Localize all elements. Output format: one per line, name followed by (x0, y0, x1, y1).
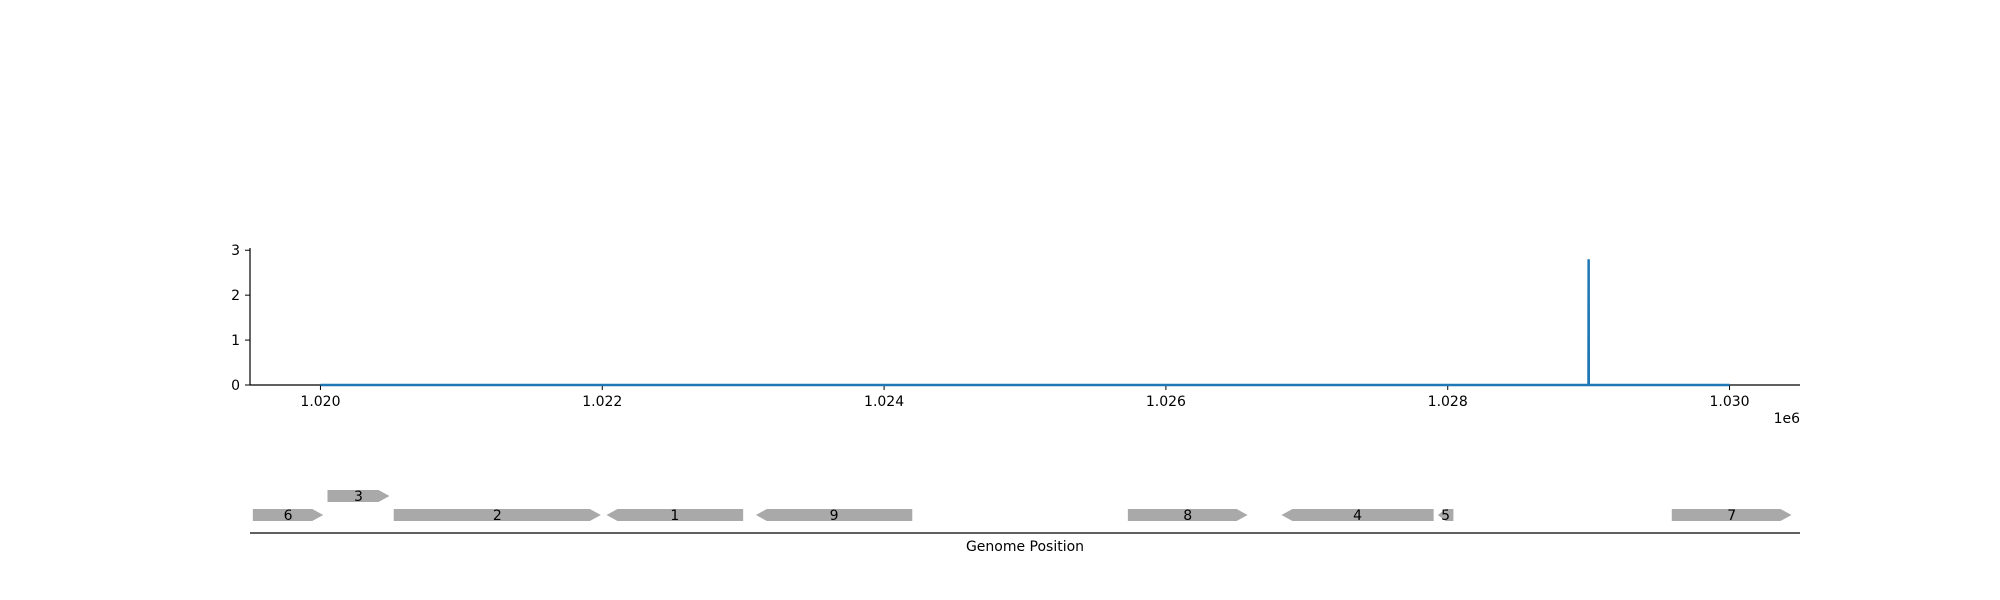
gene-label: 9 (830, 508, 839, 524)
gene-feature (327, 490, 390, 502)
gene-feature (1671, 509, 1792, 521)
y-tick-label: 3 (231, 243, 240, 259)
gene-label: 8 (1183, 508, 1192, 524)
gene-label: 6 (284, 508, 293, 524)
x-tick-label: 1.020 (300, 394, 340, 410)
coverage-plot: 0 1 2 3 1.020 1.022 1.024 1.026 1.028 1.030 1e6 (231, 243, 1800, 427)
y-ticks: 0 1 2 3 (231, 243, 250, 394)
gene-label: 5 (1441, 508, 1450, 524)
y-tick-label: 1 (231, 333, 240, 349)
gene-feature (1437, 509, 1454, 521)
gene-feature (1281, 509, 1434, 521)
gene-track: 6 3 2 1 9 8 4 5 7 Genome Position (250, 489, 1800, 555)
gene-feature (606, 509, 744, 521)
gene-feature (1127, 509, 1248, 521)
gene-feature (393, 509, 601, 521)
gene-feature (755, 509, 913, 521)
x-tick-label: 1.024 (864, 394, 904, 410)
gene-label: 2 (493, 508, 502, 524)
gene-label: 4 (1353, 508, 1362, 524)
gene-label: 1 (670, 508, 679, 524)
x-tick-label: 1.022 (582, 394, 622, 410)
x-offset-label: 1e6 (1774, 411, 1801, 427)
gene-label: 7 (1727, 508, 1736, 524)
x-tick-label: 1.028 (1428, 394, 1468, 410)
gene-feature (252, 509, 324, 521)
genome-position-label: Genome Position (966, 539, 1084, 555)
gene-features: 6 3 2 1 9 8 4 5 7 (252, 489, 1792, 524)
y-tick-label: 0 (231, 378, 240, 394)
x-ticks: 1.020 1.022 1.024 1.026 1.028 1.030 (300, 385, 1750, 410)
gene-label: 3 (354, 489, 363, 505)
y-tick-label: 2 (231, 288, 240, 304)
x-tick-label: 1.030 (1709, 394, 1749, 410)
x-tick-label: 1.026 (1146, 394, 1186, 410)
coverage-line (320, 259, 1730, 387)
